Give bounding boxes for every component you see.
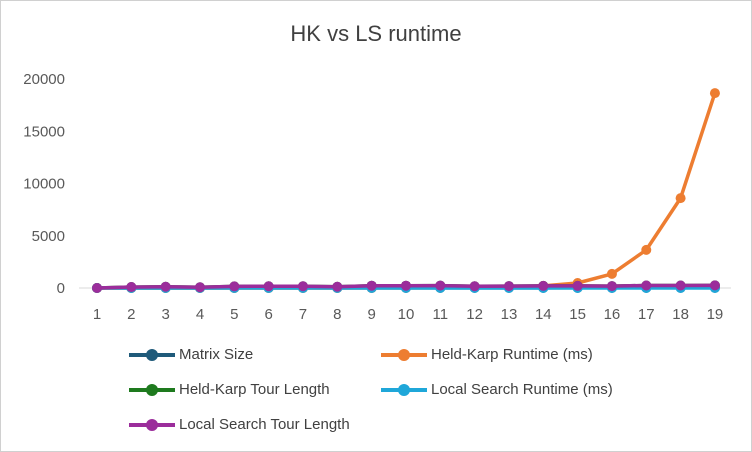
x-tick-label: 5	[230, 306, 238, 323]
legend-item: Local Search Tour Length	[129, 416, 350, 433]
legend-item: Matrix Size	[129, 346, 253, 363]
data-point	[641, 244, 652, 255]
data-point	[92, 283, 102, 293]
y-tick-label: 15000	[23, 123, 65, 140]
x-tick-label: 9	[367, 306, 375, 323]
series-4	[92, 280, 720, 293]
legend-label: Matrix Size	[179, 346, 254, 363]
x-tick-label: 3	[161, 306, 169, 323]
legend-item: Local Search Runtime (ms)	[381, 381, 613, 398]
x-tick-label: 16	[604, 306, 621, 323]
data-point	[160, 281, 171, 292]
data-point	[606, 281, 617, 292]
data-point	[538, 280, 549, 291]
legend-item: Held-Karp Tour Length	[129, 381, 330, 398]
data-point	[194, 282, 205, 293]
data-point	[709, 88, 720, 99]
legend-item: Held-Karp Runtime (ms)	[381, 346, 593, 363]
x-tick-label: 6	[264, 306, 272, 323]
legend-label: Local Search Tour Length	[179, 416, 350, 433]
data-point	[675, 280, 686, 291]
x-tick-label: 1	[93, 306, 101, 323]
x-tick-label: 15	[569, 306, 586, 323]
legend-label: Held-Karp Tour Length	[179, 381, 330, 398]
data-point	[126, 282, 137, 293]
x-tick-label: 7	[299, 306, 307, 323]
chart-title: HK vs LS runtime	[290, 21, 462, 46]
x-tick-label: 19	[707, 306, 724, 323]
y-tick-label: 20000	[23, 71, 65, 88]
data-point	[606, 268, 617, 279]
x-tick-label: 13	[501, 306, 518, 323]
x-tick-label: 10	[398, 306, 415, 323]
x-tick-label: 2	[127, 306, 135, 323]
legend-swatch	[129, 418, 175, 432]
y-tick-label: 5000	[32, 228, 65, 245]
x-tick-label: 4	[196, 306, 204, 323]
legend-swatch	[381, 348, 427, 362]
data-point	[572, 280, 583, 291]
data-point	[263, 281, 274, 292]
legend-label: Held-Karp Runtime (ms)	[431, 346, 593, 363]
data-point	[435, 280, 446, 291]
legend-swatch	[129, 383, 175, 397]
data-point	[229, 281, 240, 292]
data-point	[709, 280, 720, 291]
data-point	[641, 280, 652, 291]
x-tick-label: 17	[638, 306, 655, 323]
x-tick-label: 12	[466, 306, 483, 323]
x-tick-label: 14	[535, 306, 552, 323]
legend-swatch	[129, 348, 175, 362]
x-tick-label: 11	[433, 306, 449, 323]
x-tick-label: 8	[333, 306, 341, 323]
legend-swatch	[381, 383, 427, 397]
x-tick-label: 18	[672, 306, 689, 323]
data-point	[332, 281, 343, 292]
data-point	[366, 280, 377, 291]
data-point	[297, 281, 308, 292]
y-tick-label: 0	[57, 280, 65, 297]
data-point	[503, 281, 514, 292]
y-tick-label: 10000	[23, 176, 65, 193]
legend-label: Local Search Runtime (ms)	[431, 381, 613, 398]
data-point	[469, 281, 480, 292]
data-point	[400, 280, 411, 291]
data-point	[675, 193, 686, 204]
